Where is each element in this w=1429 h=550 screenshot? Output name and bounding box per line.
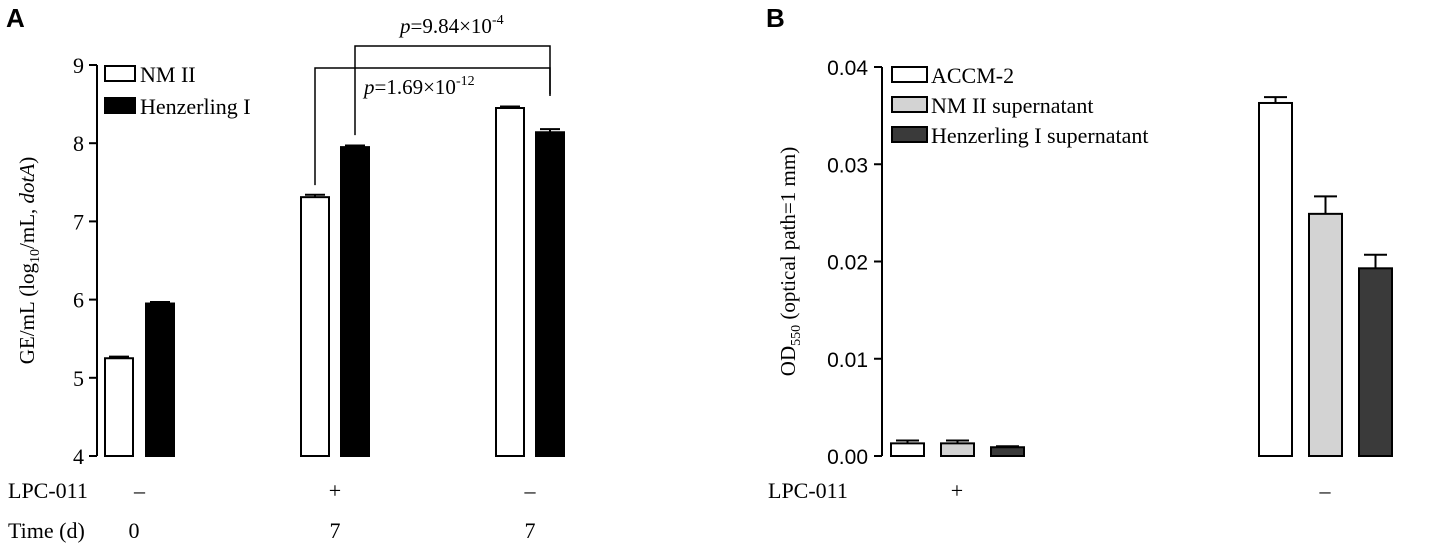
y-axis-label-part: ) [15,157,39,164]
y-tick-label: 0.01 [827,349,868,372]
significance-bracket [354,45,551,136]
factor-row-label: Time (d) [8,518,85,543]
bar [1308,212,1343,457]
y-tick-label: 0.00 [827,446,868,469]
p-value-symbol: p [362,75,375,99]
y-tick-label: 5 [73,366,84,391]
p-value-text: =9.84×10 [411,14,492,38]
legend-swatch [891,66,928,83]
y-axis-label: OD550 (optical path=1 mm) [776,147,804,376]
factor-row-label: LPC-011 [768,478,848,503]
chart-panel-b: 0.00 0.01 0.02 0.03 0.04 OD550 (optical path=… [768,57,1393,503]
y-axis-label-part: (optical path=1 mm) [776,147,800,325]
legend-label: NM II [140,62,196,87]
bar [104,357,134,457]
bar [890,442,925,458]
y-tick-label: 8 [73,131,84,156]
legend-label: NM II supernatant [931,93,1094,118]
y-tick-label: 6 [73,288,84,313]
bar [495,107,525,457]
y-tick-label: 9 [73,53,84,78]
legend-swatch [104,97,136,114]
factor-row-label: LPC-011 [8,478,88,503]
panel-label-b: B [766,3,785,33]
bar [990,446,1025,457]
y-tick-label: 4 [73,444,84,469]
chart-panel-a: 4 5 6 7 8 9 GE/mL (log10/mL, dotA) NM II Henzerl… [8,13,565,543]
bar [145,302,175,458]
legend-label: Henzerling I supernatant [931,123,1148,148]
y-axis-label-part: /mL, [15,203,39,249]
factor-value: 7 [525,518,536,543]
bar [300,196,330,458]
legend-swatch [891,126,928,143]
y-axis-label-subscript: 10 [28,249,43,263]
y-tick-label: 0.04 [827,57,868,80]
y-tick-label: 0.02 [827,252,868,275]
p-value-annotation: p=1.69×10-12 [362,74,475,99]
legend-label: ACCM-2 [931,63,1014,88]
factor-value: – [133,478,146,503]
factor-value: 7 [330,518,341,543]
y-tick-label: 7 [73,209,84,234]
y-tick-label: 0.03 [827,154,868,177]
y-axis-label-gene: dotA [15,164,39,204]
bar [340,146,370,458]
legend-swatch [104,65,136,82]
factor-value: + [329,478,341,503]
p-value-text: =1.69×10 [375,75,456,99]
y-axis-label-part: OD [776,346,800,376]
bar [535,131,565,457]
bar [1358,267,1393,457]
y-axis-label-subscript: 550 [789,325,804,346]
p-value-symbol: p [398,14,411,38]
legend-swatch [891,96,928,113]
factor-value: + [951,478,963,503]
legend-label: Henzerling I [140,94,251,119]
y-axis-label: GE/mL (log10/mL, dotA) [15,157,43,364]
p-value-exponent: -12 [456,74,475,89]
bar [940,442,975,458]
panel-label-a: A [6,3,25,33]
p-value-annotation: p=9.84×10-4 [398,13,504,38]
factor-value: – [1319,478,1332,503]
factor-value: – [524,478,537,503]
p-value-exponent: -4 [492,13,504,28]
bar [1258,101,1293,457]
factor-value: 0 [129,518,140,543]
y-axis-label-part: GE/mL (log [15,262,39,364]
